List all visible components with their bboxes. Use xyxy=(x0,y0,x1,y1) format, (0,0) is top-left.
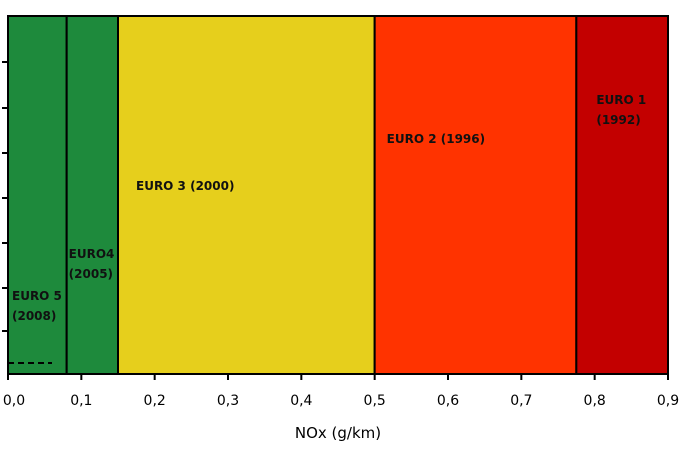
x-tick-label: 0,1 xyxy=(70,393,92,409)
x-tick-label: 0,6 xyxy=(437,393,459,409)
band-3 xyxy=(117,15,376,375)
x-axis: 0,0 0,1 0,2 0,3 0,4 0,5 0,6 0,7 0,8 0,9 xyxy=(2,16,679,409)
band-label-5-line-1: EURO 1 xyxy=(596,93,646,107)
band-label-2-line-2: (2005) xyxy=(69,267,113,281)
band-label-2-line-1: EURO4 xyxy=(69,247,115,261)
x-tick-label: 0,7 xyxy=(510,393,532,409)
band-label-3-line-1: EURO 3 (2000) xyxy=(136,179,234,193)
band-5 xyxy=(575,15,669,375)
x-tick-label: 0,8 xyxy=(584,393,606,409)
band-label-5-line-2: (1992) xyxy=(596,113,640,127)
x-ticks-layer: 0,0 0,1 0,2 0,3 0,4 0,5 0,6 0,7 0,8 0,9 xyxy=(3,374,679,409)
x-tick-label: 0,3 xyxy=(217,393,239,409)
x-tick-label: 0,9 xyxy=(657,393,679,409)
x-tick-label: 0,0 xyxy=(3,393,25,409)
band-4 xyxy=(373,15,578,375)
x-axis-title: NOx (g/km) xyxy=(295,424,381,442)
band-label-4-line-1: EURO 2 (1996) xyxy=(387,132,485,146)
x-tick-label: 0,4 xyxy=(290,393,312,409)
band-2 xyxy=(65,15,119,375)
band-labels-layer: EURO 5 (2008) EURO4 (2005) EURO 3 (2000) EURO… xyxy=(12,93,646,323)
x-tick-label: 0,2 xyxy=(144,393,166,409)
band-label-1-line-2: (2008) xyxy=(12,309,56,323)
y-ticks-layer xyxy=(2,61,8,332)
band-label-1-line-1: EURO 5 xyxy=(12,289,62,303)
x-tick-label: 0,5 xyxy=(364,393,386,409)
bands-layer xyxy=(7,15,669,375)
band-1 xyxy=(7,15,68,375)
